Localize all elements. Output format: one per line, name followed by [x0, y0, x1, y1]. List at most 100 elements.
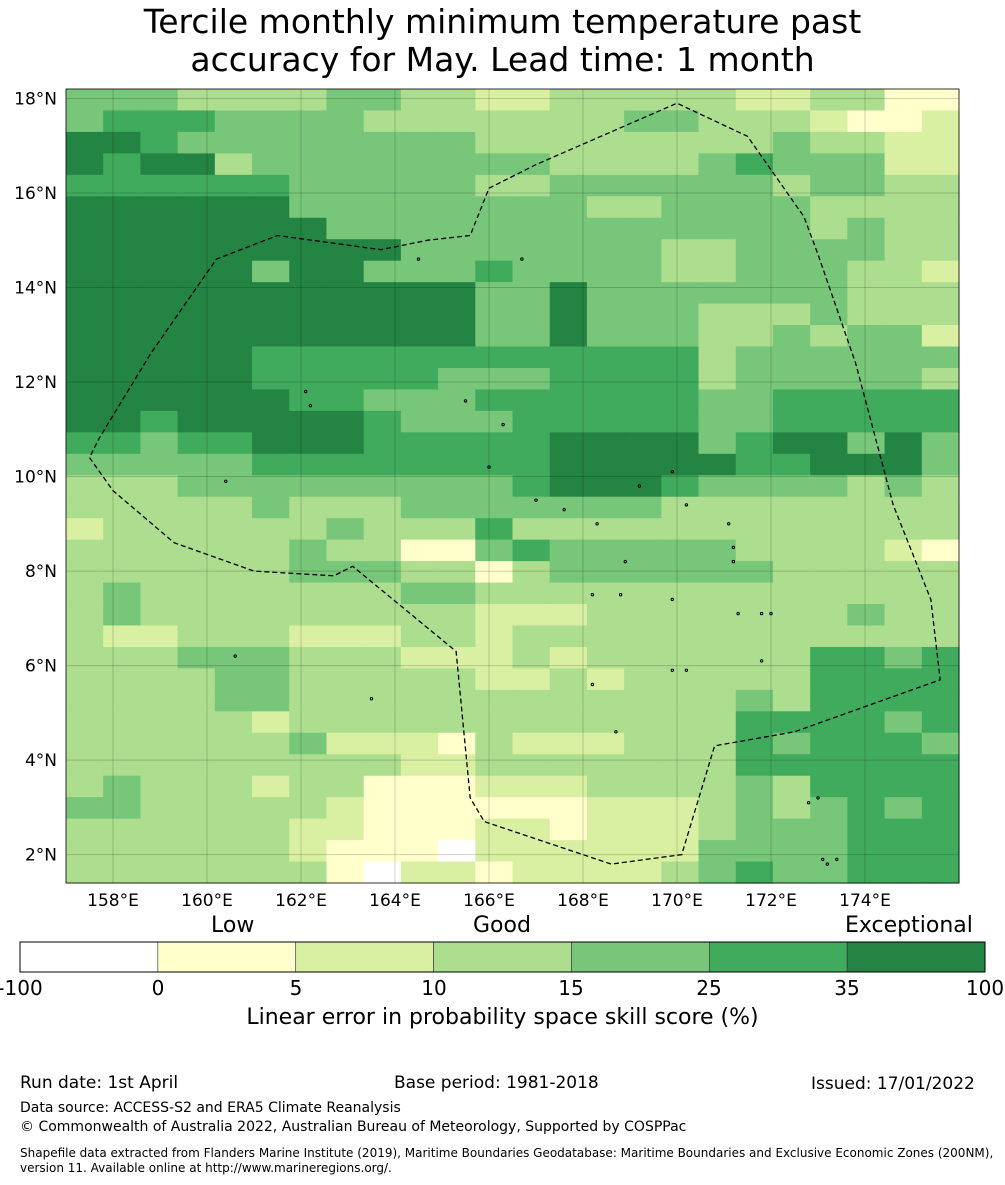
grid-cell [289, 775, 328, 798]
grid-cell [847, 432, 886, 455]
grid-cell [921, 475, 960, 498]
grid-cell [438, 732, 476, 755]
grid-cell [326, 775, 365, 798]
grid-cell [289, 196, 328, 219]
island-outline [816, 796, 820, 800]
lat-tick-label: 16°N [14, 184, 57, 204]
grid-cell [847, 239, 886, 262]
grid-cell [549, 561, 588, 584]
grid-cell [103, 732, 142, 755]
grid-cell [400, 861, 439, 884]
grid-cell [661, 604, 700, 627]
grid-cell [810, 604, 848, 627]
grid-cell [512, 239, 551, 262]
copyright: © Commonwealth of Australia 2022, Austra… [20, 1119, 687, 1135]
grid-cell [921, 539, 960, 562]
grid-cell [438, 496, 476, 519]
run-date: Run date: 1st April [20, 1073, 179, 1093]
grid-cell [549, 346, 588, 369]
grid-cell [177, 646, 216, 670]
grid-cell [214, 711, 253, 734]
grid-cell [363, 689, 402, 712]
grid-cell [363, 153, 402, 176]
grid-cell [512, 797, 551, 820]
grid-cell [698, 861, 737, 884]
grid-cell [921, 325, 960, 348]
grid-cell [586, 518, 625, 541]
grid-cell [177, 239, 216, 262]
grid-cell [252, 282, 290, 305]
grid-cell [475, 303, 514, 326]
grid-cell [252, 689, 290, 712]
grid-cell [475, 518, 514, 541]
colorbar-tick: 0 [151, 976, 165, 1000]
grid-cell [810, 754, 848, 777]
grid-cell [624, 668, 662, 691]
grid-cell [884, 646, 923, 670]
grid-cell [252, 303, 290, 326]
grid-cell [884, 711, 923, 734]
grid-cell [289, 453, 328, 476]
grid-cell [512, 174, 551, 197]
grid-cell [438, 282, 476, 305]
grid-cell [549, 303, 588, 326]
lon-tick-label: 172°E [745, 891, 797, 911]
grid-cell [475, 775, 514, 798]
grid-cell [214, 625, 253, 648]
grid-cell [586, 389, 625, 412]
grid-cell [810, 732, 848, 755]
grid-cell [140, 89, 179, 112]
grid-cell [772, 775, 811, 798]
grid-cell [400, 539, 439, 562]
grid-cell [66, 518, 104, 541]
colorbar-category-low: Low [211, 913, 255, 938]
grid-cell [847, 131, 886, 154]
grid-cell [363, 89, 402, 112]
grid-cell [847, 110, 886, 133]
grid-cell [512, 367, 551, 391]
grid-cell [214, 432, 253, 455]
grid-cell [549, 174, 588, 197]
grid-cell [400, 840, 439, 863]
grid-cell [586, 475, 625, 498]
grid-cell [214, 861, 253, 884]
island-outline [769, 611, 773, 616]
grid-cell [772, 539, 811, 562]
lat-tick-label: 10°N [14, 468, 57, 488]
grid-cell [624, 561, 662, 584]
grid-cell [884, 110, 923, 133]
grid-cell [624, 89, 662, 112]
map-title-line-2: accuracy for May. Lead time: 1 month [190, 40, 815, 79]
colorbar-tick: 100 [965, 976, 1005, 1000]
grid-cell [698, 840, 737, 863]
grid-cell [252, 711, 290, 734]
grid-cell [810, 282, 848, 305]
grid-cell [549, 282, 588, 305]
grid-cell [103, 453, 142, 476]
grid-cell [177, 797, 216, 820]
grid-cell [884, 861, 923, 884]
grid-cell [363, 432, 402, 455]
grid-cell [140, 840, 179, 863]
grid-cell [177, 561, 216, 584]
grid-cell [438, 604, 476, 627]
grid-cell [363, 217, 402, 240]
grid-cell [326, 174, 365, 197]
grid-cell [438, 475, 476, 498]
grid-cell [252, 646, 290, 670]
grid-cell [363, 818, 402, 841]
grid-cell [586, 711, 625, 734]
grid-cell [810, 518, 848, 541]
grid-cell [177, 110, 216, 133]
grid-cell [363, 346, 402, 369]
grid-cell [810, 410, 848, 433]
grid-cell [624, 818, 662, 841]
grid-cell [512, 131, 551, 154]
grid-cell [884, 561, 923, 584]
grid-cell [661, 561, 700, 584]
grid-cell [400, 561, 439, 584]
grid-cell [512, 561, 551, 584]
grid-cell [847, 582, 886, 605]
grid-cell [326, 346, 365, 369]
grid-cell [512, 689, 551, 712]
